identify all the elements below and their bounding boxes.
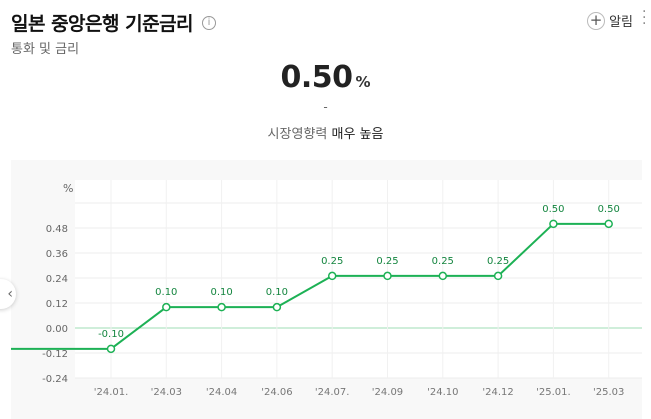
x-tick-label: '24.07.	[315, 387, 350, 398]
y-tick-label: 0.00	[46, 324, 68, 335]
market-impact: 시장영향력 매우 높음	[0, 123, 651, 142]
page-title: 일본 중앙은행 기준금리	[11, 13, 194, 35]
data-point	[438, 271, 448, 281]
data-point	[106, 344, 116, 354]
x-tick-label: '24.04	[206, 387, 237, 398]
data-label: -0.10	[98, 329, 124, 340]
y-tick-label: 0.48	[46, 224, 68, 235]
data-point	[272, 302, 282, 312]
rate-unit: %	[355, 73, 371, 91]
alarm-button[interactable]: + 알림	[587, 11, 633, 30]
y-tick-label: -0.24	[42, 374, 68, 385]
y-tick-label: -0.12	[42, 349, 68, 360]
data-label: 0.25	[487, 256, 509, 267]
data-label: 0.25	[321, 256, 343, 267]
data-point	[383, 271, 392, 281]
rate-value: 0.50	[280, 60, 353, 95]
impact-label: 시장영향력	[267, 127, 328, 142]
x-tick-label: '25.03	[593, 387, 624, 398]
rate-change: -	[323, 100, 328, 114]
x-tick-label: '24.03	[151, 387, 182, 398]
impact-value: 매우 높음	[331, 127, 384, 142]
current-rate: 0.50%	[0, 60, 651, 95]
x-tick-label: '24.10	[427, 387, 458, 398]
data-point	[604, 219, 613, 229]
data-point	[217, 302, 226, 312]
data-point	[327, 271, 337, 281]
data-label: 0.25	[432, 256, 454, 267]
rate-chart: 0.48 0.36 0.24 0.12 0.00 -0.12 -0.24% '24.01. '2…	[11, 160, 642, 419]
y-axis-unit: %	[63, 182, 73, 195]
y-tick-label: 0.36	[46, 249, 68, 260]
data-point	[493, 271, 503, 281]
data-point	[549, 219, 558, 229]
data-label: 0.10	[210, 287, 232, 298]
more-options-icon[interactable]: · · ·	[642, 4, 647, 32]
data-label: 0.10	[266, 287, 288, 298]
plot-area	[75, 180, 642, 378]
title-row: 일본 중앙은행 기준금리 i	[11, 9, 217, 36]
data-label: 0.25	[376, 256, 398, 267]
alarm-label: 알림	[609, 15, 633, 30]
x-tick-label: '24.12	[482, 387, 513, 398]
data-point	[162, 302, 171, 312]
y-tick-label: 0.12	[46, 299, 68, 310]
category-label: 통화 및 금리	[11, 42, 80, 57]
y-tick-label: 0.24	[46, 274, 68, 285]
data-label: 0.50	[598, 204, 620, 215]
chevron-left-icon[interactable]: ‹	[0, 279, 16, 309]
plus-icon: +	[587, 11, 606, 30]
x-tick-label: '25.01.	[536, 387, 571, 398]
x-tick-label: '24.01.	[94, 387, 129, 398]
data-label: 0.10	[155, 287, 177, 298]
line-chart: 0.48 0.36 0.24 0.12 0.00 -0.12 -0.24% '24.01. '2…	[11, 180, 642, 398]
x-tick-label: '24.06	[261, 387, 292, 398]
info-icon[interactable]: i	[202, 15, 217, 30]
x-tick-label: '24.09	[372, 387, 403, 398]
data-label: 0.50	[542, 204, 564, 215]
